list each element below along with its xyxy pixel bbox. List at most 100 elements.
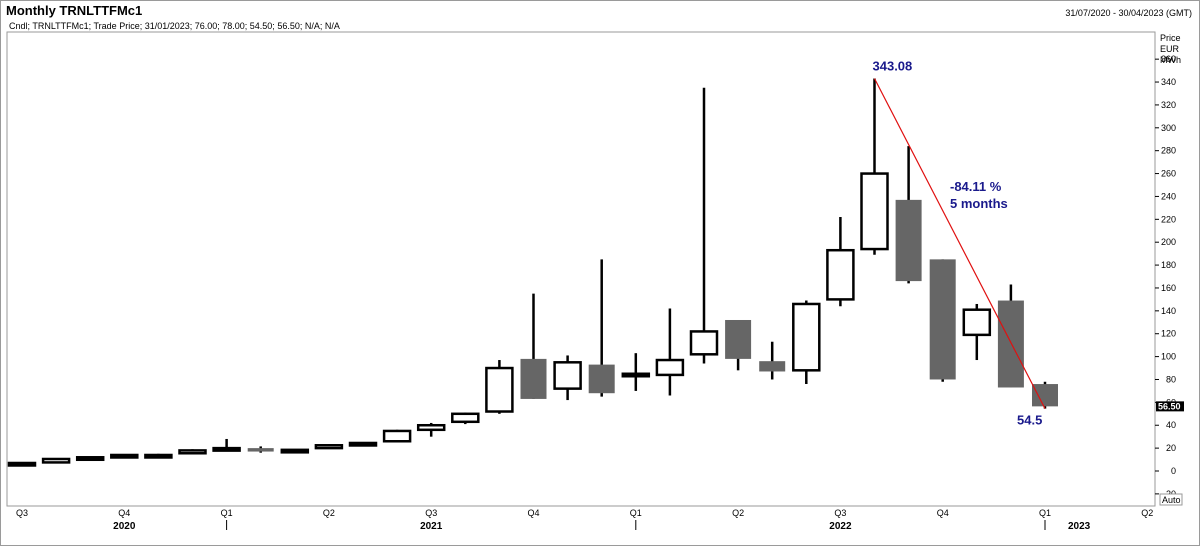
candle [314, 444, 344, 450]
x-quarter-label: Q1 [630, 508, 642, 518]
unit-energy: MWh [1160, 55, 1181, 65]
candle-body-up [860, 172, 889, 251]
y-tick-label: 180 [1161, 260, 1176, 270]
candle-body-down [997, 300, 1024, 388]
ohlc-readout: Cndl; TRNLTTFMc1; Trade Price; 31/01/202… [9, 21, 340, 31]
candle [247, 446, 274, 453]
annotations: 343.08 54.5 -84.11 % 5 months 56.50 [873, 59, 1184, 428]
x-year-label: 2023 [1068, 521, 1091, 532]
x-axis: Q3 Q4 Q1 Q2 Q3 Q4 Q1 Q2 Q3 Q4 Q1 Q2 2020 2021 2022 2023 [16, 508, 1153, 532]
auto-scale-button[interactable] [1159, 493, 1183, 506]
y-tick-label: 280 [1161, 146, 1176, 156]
candle-body-down [929, 259, 956, 380]
y-tick-label: 200 [1161, 237, 1176, 247]
candle-body-up [655, 358, 685, 377]
change-label: -84.11 % [950, 179, 1002, 194]
last-price-box [1156, 401, 1184, 412]
trendline [873, 78, 1046, 409]
candle-body-up [212, 446, 241, 452]
y-tick-label: 40 [1166, 420, 1176, 430]
candle-body-down [1032, 384, 1058, 407]
candle [212, 438, 241, 452]
candle [1032, 381, 1058, 409]
candle [520, 293, 547, 399]
y-tick-label: 300 [1161, 123, 1176, 133]
candle-body-up [280, 448, 310, 454]
x-quarter-label: Q2 [1141, 508, 1153, 518]
candle [588, 259, 615, 397]
candle [929, 259, 956, 382]
candle-body-up [348, 441, 378, 447]
y-tick-label: 120 [1161, 329, 1176, 339]
y-tick-label: 360 [1161, 54, 1176, 64]
duration-label: 5 months [950, 196, 1008, 211]
candle [110, 453, 139, 459]
x-quarter-label: Q1 [221, 508, 233, 518]
candle-body-down [588, 364, 615, 394]
y-tick-label: 320 [1161, 100, 1176, 110]
candle [655, 308, 685, 396]
candle-body-up [75, 456, 105, 462]
candle-body-up [621, 372, 651, 378]
candle-body-down [895, 199, 922, 282]
candle-body-up [451, 412, 480, 424]
candle-body-up [178, 449, 207, 455]
candle-body-up [314, 444, 344, 450]
candle-body-up [792, 302, 821, 372]
y-axis: -200204060801001201401601802002202402602… [1155, 54, 1176, 499]
candle-body-up [7, 461, 37, 467]
candles [7, 78, 1058, 467]
candle [826, 217, 855, 307]
candle [553, 355, 582, 401]
x-quarter-label: Q2 [732, 508, 744, 518]
candle [178, 449, 207, 455]
candle [759, 341, 786, 380]
candle-body-up [962, 308, 992, 337]
y-tick-label: 220 [1161, 214, 1176, 224]
candle [689, 87, 719, 364]
candle [7, 461, 37, 467]
candle-body-up [41, 457, 71, 464]
candle [348, 441, 378, 447]
candle [860, 78, 889, 255]
candle-body-up [553, 361, 582, 390]
x-year-label: 2021 [420, 521, 443, 532]
x-year-label: 2020 [113, 521, 136, 532]
candle [41, 457, 71, 464]
candle-body-down [725, 319, 752, 359]
x-quarter-label: Q4 [118, 508, 130, 518]
x-quarter-label: Q4 [937, 508, 949, 518]
y-tick-label: 140 [1161, 306, 1176, 316]
x-year-label: 2022 [829, 521, 852, 532]
candle [75, 456, 105, 462]
candle-body-up [110, 453, 139, 459]
candle-body-up [826, 248, 855, 301]
candle [962, 303, 992, 361]
x-quarter-label: Q4 [527, 508, 539, 518]
candle [485, 360, 514, 414]
candle [997, 284, 1024, 388]
x-quarter-label: Q3 [425, 508, 437, 518]
candle [416, 422, 446, 437]
x-quarter-label: Q3 [16, 508, 28, 518]
candle [895, 146, 922, 284]
candle-body-up [485, 366, 514, 413]
plot-area [6, 31, 1156, 507]
x-quarter-label: Q1 [1039, 508, 1051, 518]
low-label: 54.5 [1017, 413, 1042, 428]
candle-body-up [689, 330, 719, 356]
candle-body-down [520, 358, 547, 399]
candle-body-down [759, 361, 786, 372]
candle [725, 319, 752, 371]
x-quarter-label: Q2 [323, 508, 335, 518]
candle-body-up [416, 423, 446, 432]
y-tick-label: 160 [1161, 283, 1176, 293]
chart-title: Monthly TRNLTTFMc1 [6, 3, 143, 18]
y-tick-label: 100 [1161, 352, 1176, 362]
last-price-label: 56.50 [1158, 401, 1181, 411]
candle [451, 412, 480, 425]
y-tick-label: 260 [1161, 169, 1176, 179]
unit-currency: EUR [1160, 44, 1180, 54]
candle [280, 448, 310, 454]
